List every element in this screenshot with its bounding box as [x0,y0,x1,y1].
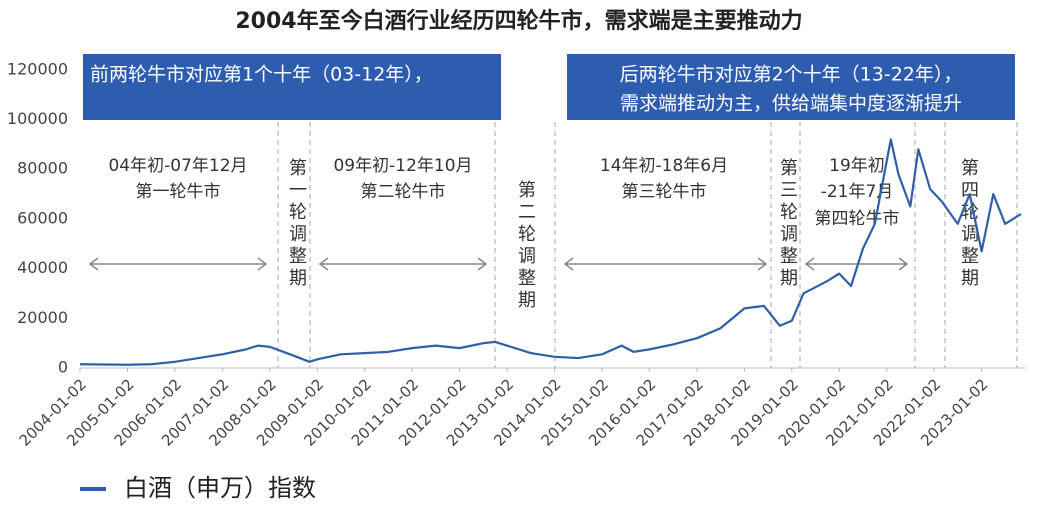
arrow [804,257,909,271]
period-label: 第三轮牛市 [622,182,707,202]
annotation-box [567,54,1015,120]
adjustment-label: 第一轮调整期 [286,158,307,290]
chart-title: 2004年至今白酒行业经历四轮牛市，需求端是主要推动力 [235,8,802,34]
period-separators [277,122,1018,368]
period-arrows [88,257,909,271]
period-label: 09年初-12年10月 [333,156,472,176]
annotation-box [83,54,501,120]
period-label: 14年初-18年6月 [600,156,728,176]
y-tick-label: 0 [58,358,68,377]
arrow [318,257,488,271]
y-tick-label: 40000 [17,258,68,277]
y-tick-label: 60000 [17,208,68,227]
period-label: 19年初 [829,156,885,176]
annotation-text: 前两轮牛市对应第1个十年（03-12年）， [90,64,433,86]
adjustment-label: 第四轮调整期 [958,158,979,290]
period-label: 04年初-07年12月 [108,156,247,176]
arrow [563,257,768,271]
y-tick-label: 80000 [17,159,68,178]
period-label: 第二轮牛市 [361,182,446,202]
y-tick-label: 20000 [17,308,68,327]
period-label: 第一轮牛市 [136,182,221,202]
arrow [88,257,268,271]
period-label: -21年7月 [821,182,894,202]
y-tick-label: 100000 [7,109,68,128]
period-label: 第四轮牛市 [815,209,900,229]
adjustment-label: 第二轮调整期 [515,180,536,312]
data-line [79,138,1022,366]
adjustment-label: 第三轮调整期 [777,158,798,290]
legend-label: 白酒（申万）指数 [124,474,316,502]
annotation-text: 后两轮牛市对应第2个十年（13-22年）， [620,64,963,86]
annotation-text: 需求端推动为主，供给端集中度逐渐提升 [620,93,962,115]
y-tick-label: 120000 [7,59,68,78]
